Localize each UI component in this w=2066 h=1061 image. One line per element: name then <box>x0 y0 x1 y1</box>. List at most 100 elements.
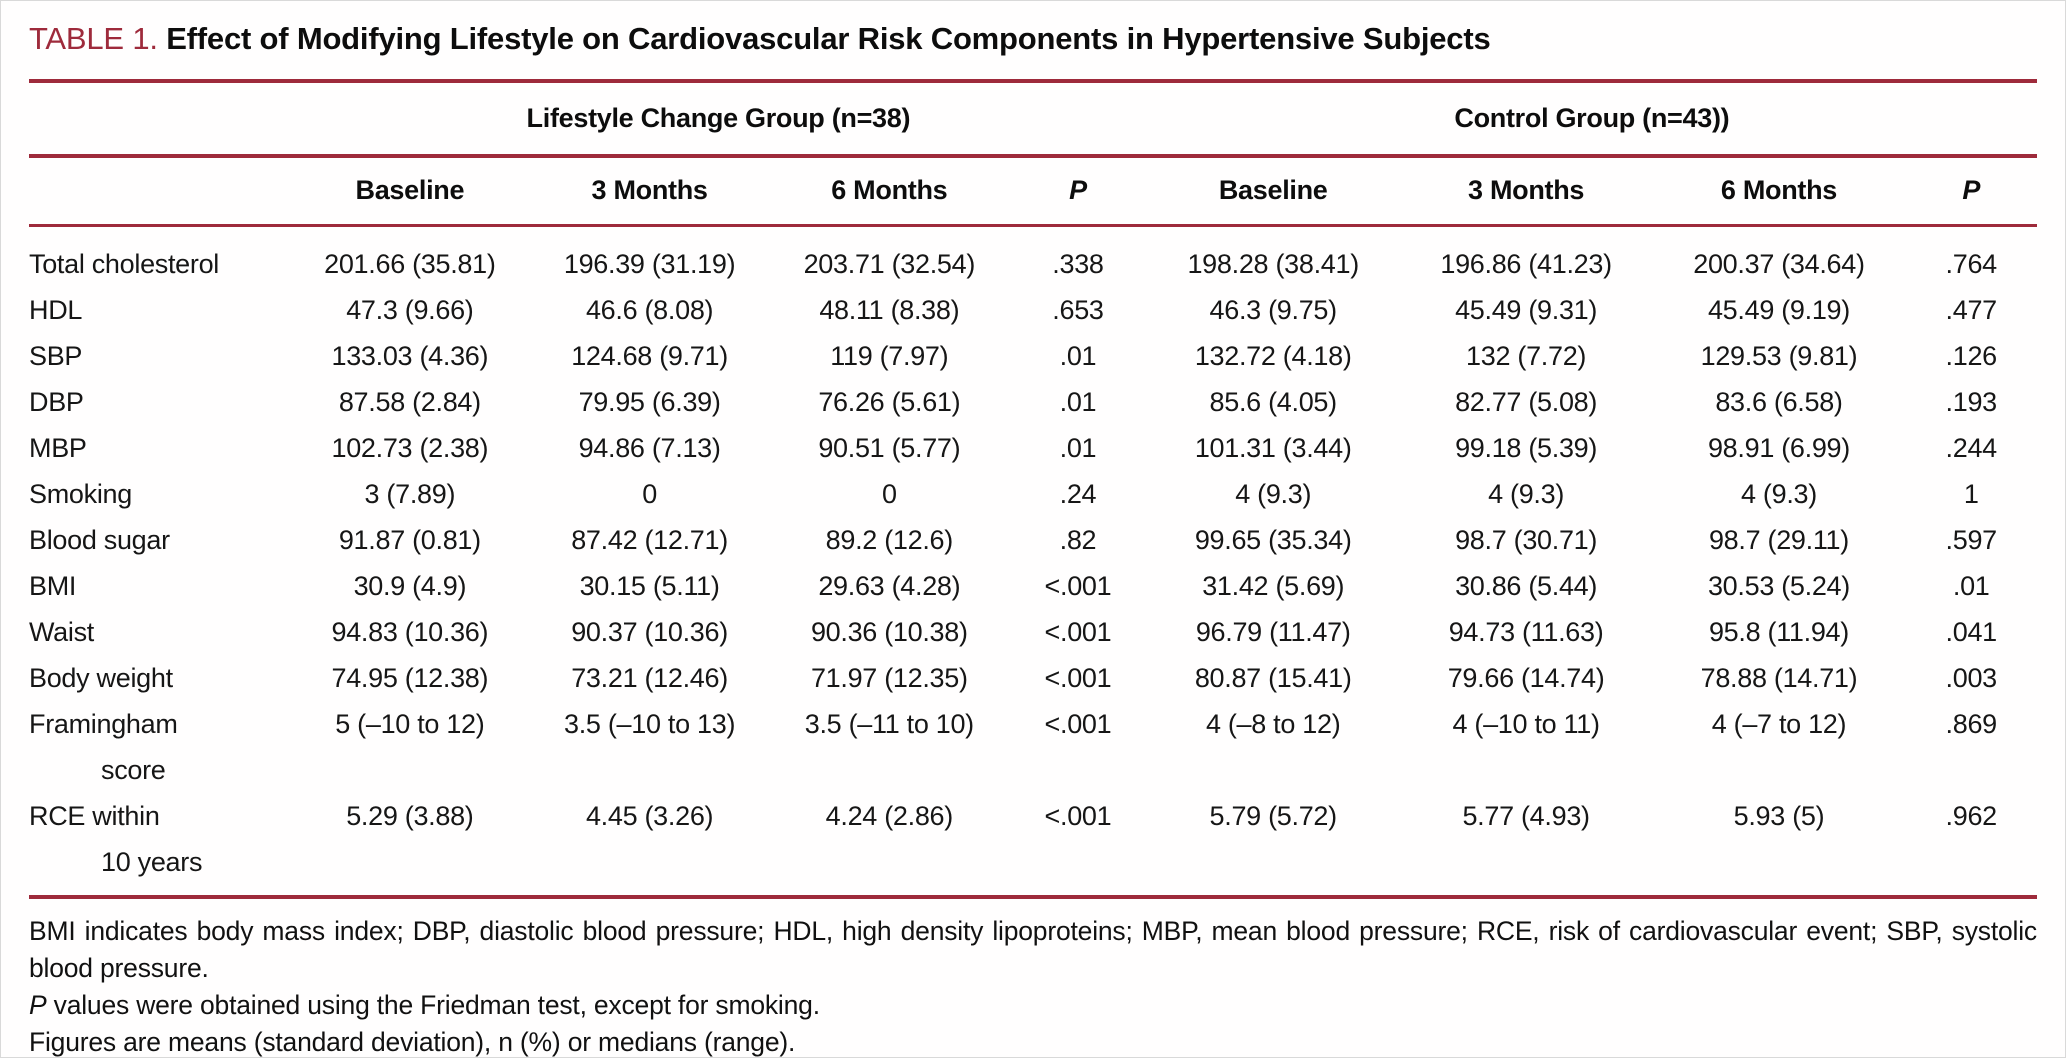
cell: .477 <box>1945 294 1998 325</box>
row-label: BMI <box>29 570 77 601</box>
row-label: Waist <box>29 616 94 647</box>
cell: .01 <box>1952 570 1990 601</box>
cell: 96.79 (11.47) <box>1195 616 1351 647</box>
cell: 5.79 (5.72) <box>1209 800 1338 831</box>
cell: 203.71 (32.54) <box>803 248 976 279</box>
group-header-row: Lifestyle Change Group (n=38) Control Gr… <box>29 83 2037 158</box>
row-label: Blood sugar <box>29 524 170 555</box>
cell: 94.86 (7.13) <box>578 432 721 463</box>
cell: 30.9 (4.9) <box>353 570 467 601</box>
cell: 99.65 (35.34) <box>1194 524 1352 555</box>
cell: 102.73 (2.38) <box>331 432 489 463</box>
cell: 3.5 (–11 to 10) <box>804 708 974 739</box>
cell: 101.31 (3.44) <box>1194 432 1352 463</box>
cell: .01 <box>1059 432 1097 463</box>
cell: 99.18 (5.39) <box>1455 432 1598 463</box>
cell: 71.97 (12.35) <box>810 662 968 693</box>
cell: 94.73 (11.63) <box>1448 616 1604 647</box>
cell: .82 <box>1059 524 1097 555</box>
cell: <.001 <box>1044 662 1112 693</box>
table-row: SBP 133.03 (4.36) 124.68 (9.71) 119 (7.9… <box>29 333 2037 379</box>
cell: 119 (7.97) <box>830 340 949 371</box>
cell: .653 <box>1052 294 1104 325</box>
cell: 30.15 (5.11) <box>579 570 720 601</box>
cell: 79.66 (14.74) <box>1447 662 1605 693</box>
cell: .01 <box>1059 386 1097 417</box>
table-title-text: Effect of Modifying Lifestyle on Cardiov… <box>166 21 1491 56</box>
cell: 200.37 (34.64) <box>1693 248 1865 279</box>
column-header-3months-control: 3 Months <box>1399 156 1653 227</box>
cell: 5.29 (3.88) <box>346 800 474 831</box>
cell: .193 <box>1945 386 1998 417</box>
cell: 0 <box>642 478 657 509</box>
cell: <.001 <box>1044 616 1112 647</box>
table-row: Body weight 74.95 (12.38) 73.21 (12.46) … <box>29 655 2037 701</box>
cell: 4 (9.3) <box>1741 478 1817 509</box>
cell: 74.95 (12.38) <box>331 662 489 693</box>
cell: .041 <box>1945 616 1998 647</box>
cell: 98.7 (30.71) <box>1455 524 1598 555</box>
table-row: Waist 94.83 (10.36) 90.37 (10.36) 90.36 … <box>29 609 2037 655</box>
cell: .003 <box>1945 662 1998 693</box>
table-row: RCE within 10 years 5.29 (3.88) 4.45 (3.… <box>29 793 2037 895</box>
row-label: Body weight <box>29 662 173 693</box>
row-label: Framingham score <box>29 708 178 785</box>
cell: 78.88 (14.71) <box>1700 662 1858 693</box>
cell: 46.6 (8.08) <box>585 294 714 325</box>
cell: 4 (9.3) <box>1488 478 1565 509</box>
cell: 3 (7.89) <box>364 478 456 509</box>
cell: 196.86 (41.23) <box>1440 248 1612 279</box>
cell: 46.3 (9.75) <box>1209 294 1338 325</box>
cell: 85.6 (4.05) <box>1209 386 1338 417</box>
cell: 82.77 (5.08) <box>1455 386 1598 417</box>
cell: 196.39 (31.19) <box>563 248 736 279</box>
cell: 5.77 (4.93) <box>1462 800 1590 831</box>
cell: 5 (–10 to 12) <box>335 708 485 739</box>
cell: 124.68 (9.71) <box>571 340 728 371</box>
footnote-abbreviations: BMI indicates body mass index; DBP, dias… <box>29 915 2037 983</box>
table-row: Total cholesterol 201.66 (35.81) 196.39 … <box>29 225 2037 287</box>
cell: <.001 <box>1044 570 1112 601</box>
cell: .01 <box>1059 340 1097 371</box>
row-label: HDL <box>29 294 83 325</box>
cell: 47.3 (9.66) <box>346 294 474 325</box>
table-title: TABLE 1. Effect of Modifying Lifestyle o… <box>29 1 2037 83</box>
cell: 95.8 (11.94) <box>1708 616 1849 647</box>
cell: 90.37 (10.36) <box>571 616 728 647</box>
column-header-p-lifestyle: P <box>1009 156 1147 227</box>
group-header-spacer <box>29 83 290 158</box>
cell: 30.53 (5.24) <box>1707 570 1850 601</box>
cell: 98.7 (29.11) <box>1708 524 1849 555</box>
table-footnotes: BMI indicates body mass index; DBP, dias… <box>29 894 2037 1061</box>
cell: 89.2 (12.6) <box>825 524 954 555</box>
row-label: RCE within 10 years <box>29 800 203 877</box>
footnote-p-symbol: P <box>29 989 47 1020</box>
cell: 29.63 (4.28) <box>818 570 961 601</box>
cell: .869 <box>1945 708 1998 739</box>
cell: 0 <box>881 478 897 509</box>
row-label: SBP <box>29 340 83 371</box>
cell: 4.45 (3.26) <box>585 800 714 831</box>
cell: 129.53 (9.81) <box>1700 340 1858 371</box>
table-row: Framingham score 5 (–10 to 12) 3.5 (–10 … <box>29 701 2037 793</box>
cell: .338 <box>1052 248 1104 279</box>
row-label: Total cholesterol <box>29 248 220 279</box>
cell: 201.66 (35.81) <box>324 248 496 279</box>
column-header-6months-lifestyle: 6 Months <box>769 156 1010 227</box>
cell: 4 (–8 to 12) <box>1205 708 1341 739</box>
cell: 73.21 (12.46) <box>571 662 728 693</box>
cell: 91.87 (0.81) <box>338 524 481 555</box>
table-row: Blood sugar 91.87 (0.81) 87.42 (12.71) 8… <box>29 517 2037 563</box>
footnote-figures: Figures are means (standard deviation), … <box>29 1026 796 1057</box>
cell: .764 <box>1945 248 1998 279</box>
table-row: HDL 47.3 (9.66) 46.6 (8.08) 48.11 (8.38)… <box>29 287 2037 333</box>
cell: 5.93 (5) <box>1733 800 1825 831</box>
table-number-label: TABLE 1. <box>29 21 158 56</box>
cell: .962 <box>1945 800 1998 831</box>
cell: 1 <box>1963 478 1979 509</box>
cell: .24 <box>1059 478 1097 509</box>
row-label: DBP <box>29 386 84 417</box>
cell: 80.87 (15.41) <box>1194 662 1352 693</box>
row-label: Smoking <box>29 478 132 509</box>
column-header-baseline-lifestyle: Baseline <box>289 156 530 227</box>
